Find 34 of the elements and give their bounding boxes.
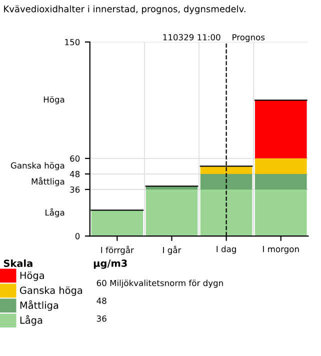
text: Måttliga	[32, 177, 64, 186]
y-tick-label: 0	[75, 233, 80, 240]
text: 110329 11:00	[163, 34, 220, 40]
bar	[91, 210, 144, 236]
bar	[254, 100, 307, 158]
legend-label: Höga	[20, 272, 44, 281]
text: 48	[96, 298, 106, 304]
chart-title: Kvävedioxidhalter i innerstad, prognos, dygnsmedelv.	[4, 5, 246, 14]
bar	[254, 158, 307, 174]
bar	[200, 174, 252, 190]
text: Ganska höga	[10, 162, 64, 170]
text: 36	[96, 315, 106, 322]
text: µg/m3	[94, 260, 127, 269]
legend-title: Skala	[4, 259, 32, 267]
x-tick-label: I förrgår	[101, 246, 134, 255]
bar	[254, 189, 307, 236]
y-tick-label: 150	[65, 38, 80, 46]
text: Höga	[44, 96, 64, 104]
ref-line-label: Prognos	[232, 34, 265, 42]
bar	[200, 166, 252, 174]
legend-label: Låga	[20, 315, 42, 326]
text: 60 Miljökvalitetsnorm för dygn	[96, 280, 223, 288]
x-tick-label: I morgon	[263, 246, 299, 254]
x-tick-label: I går	[163, 246, 182, 255]
legend-label: Måttliga	[20, 300, 58, 311]
text: Låga	[46, 208, 64, 218]
legend-label: Ganska höga	[20, 286, 82, 296]
y-tick-label: 36	[70, 186, 80, 193]
x-tick-label: I dag	[216, 246, 236, 254]
bar	[200, 189, 252, 236]
y-tick-label: 60	[70, 155, 80, 162]
bar	[254, 174, 307, 190]
bar	[146, 189, 198, 236]
y-tick-label: 48	[70, 170, 80, 178]
